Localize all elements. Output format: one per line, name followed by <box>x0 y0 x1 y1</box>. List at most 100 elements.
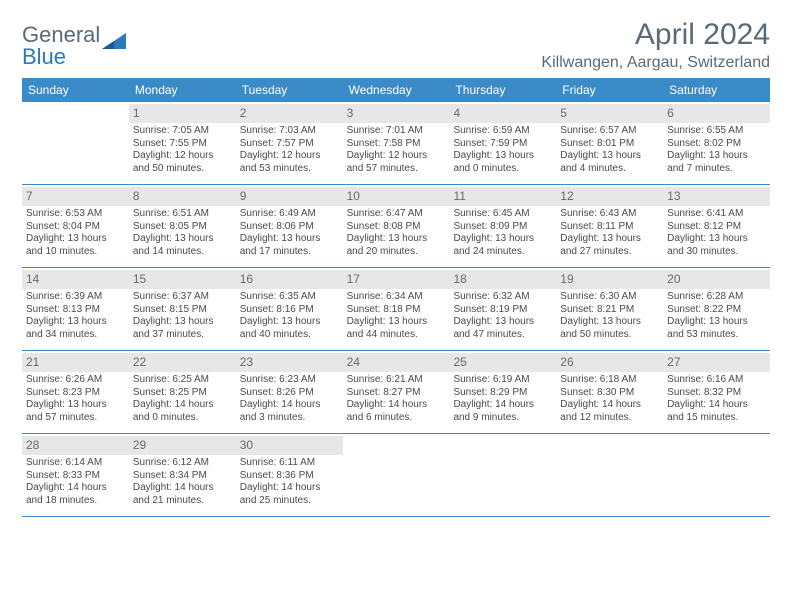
day-daylight1: Daylight: 12 hours <box>347 150 446 163</box>
day-number: 21 <box>22 353 129 372</box>
day-number: 26 <box>556 353 663 372</box>
day-daylight2: and 6 minutes. <box>347 412 446 425</box>
day-daylight1: Daylight: 14 hours <box>26 482 125 495</box>
day-sunrise: Sunrise: 6:11 AM <box>240 457 339 470</box>
day-cell: 11Sunrise: 6:45 AMSunset: 8:09 PMDayligh… <box>449 185 556 267</box>
day-cell: 5Sunrise: 6:57 AMSunset: 8:01 PMDaylight… <box>556 102 663 184</box>
week-row: 14Sunrise: 6:39 AMSunset: 8:13 PMDayligh… <box>22 268 770 351</box>
weekday-label: Monday <box>129 78 236 102</box>
day-daylight1: Daylight: 13 hours <box>667 316 766 329</box>
day-sunrise: Sunrise: 6:57 AM <box>560 125 659 138</box>
weeks-container: 1 Sunrise: 7:05 AMSunset: 7:55 PM Daylight… <box>22 102 770 517</box>
day-number: 30 <box>236 436 343 455</box>
day-daylight2: and 9 minutes. <box>453 412 552 425</box>
day-sunset: Sunset: 8:11 PM <box>560 221 659 234</box>
day-sunrise: Sunrise: 6:53 AM <box>26 208 125 221</box>
day-sunset: Sunset: 8:26 PM <box>240 387 339 400</box>
day-daylight1: Daylight: 14 hours <box>560 399 659 412</box>
day-sunset: Sunset: 8:15 PM <box>133 304 232 317</box>
day-sunset: Sunset: 8:18 PM <box>347 304 446 317</box>
day-sunrise: Sunrise: 6:26 AM <box>26 374 125 387</box>
day-daylight1: Daylight: 13 hours <box>560 316 659 329</box>
day-daylight1: Daylight: 13 hours <box>453 316 552 329</box>
day-daylight2: and 17 minutes. <box>240 246 339 259</box>
weekday-header: Sunday Monday Tuesday Wednesday Thursday… <box>22 78 770 102</box>
day-number: 4 <box>449 104 556 123</box>
day-number: 18 <box>449 270 556 289</box>
day-daylight1: Daylight: 14 hours <box>133 399 232 412</box>
day-daylight2: and 44 minutes. <box>347 329 446 342</box>
day-cell: 17Sunrise: 6:34 AMSunset: 8:18 PMDayligh… <box>343 268 450 350</box>
day-cell: 27Sunrise: 6:16 AMSunset: 8:32 PMDayligh… <box>663 351 770 433</box>
day-cell: 25Sunrise: 6:19 AMSunset: 8:29 PMDayligh… <box>449 351 556 433</box>
day-daylight2: and 25 minutes. <box>240 495 339 508</box>
day-number: 3 <box>343 104 450 123</box>
weekday-label: Friday <box>556 78 663 102</box>
day-sunset: Sunset: 8:29 PM <box>453 387 552 400</box>
day-sunset: Sunset: 8:36 PM <box>240 470 339 483</box>
day-sunset: Sunset: 7:55 PM <box>133 138 232 151</box>
day-number: 9 <box>236 187 343 206</box>
day-sunrise: Sunrise: 7:05 AM <box>133 125 232 138</box>
day-daylight1: Daylight: 13 hours <box>26 316 125 329</box>
day-daylight2: and 7 minutes. <box>667 163 766 176</box>
day-daylight2: and 18 minutes. <box>26 495 125 508</box>
day-cell: 7Sunrise: 6:53 AMSunset: 8:04 PMDaylight… <box>22 185 129 267</box>
day-sunset: Sunset: 8:34 PM <box>133 470 232 483</box>
day-sunrise: Sunrise: 6:16 AM <box>667 374 766 387</box>
day-sunrise: Sunrise: 6:25 AM <box>133 374 232 387</box>
day-daylight2: and 50 minutes. <box>560 329 659 342</box>
day-sunrise: Sunrise: 7:03 AM <box>240 125 339 138</box>
day-cell <box>22 102 129 184</box>
day-sunset: Sunset: 8:08 PM <box>347 221 446 234</box>
day-sunrise: Sunrise: 6:41 AM <box>667 208 766 221</box>
day-number: 10 <box>343 187 450 206</box>
day-daylight1: Daylight: 12 hours <box>240 150 339 163</box>
day-sunset: Sunset: 8:21 PM <box>560 304 659 317</box>
day-number: 12 <box>556 187 663 206</box>
day-number <box>449 436 556 455</box>
day-sunrise: Sunrise: 6:39 AM <box>26 291 125 304</box>
day-cell: 29Sunrise: 6:12 AMSunset: 8:34 PMDayligh… <box>129 434 236 516</box>
day-daylight2: and 34 minutes. <box>26 329 125 342</box>
day-daylight2: and 4 minutes. <box>560 163 659 176</box>
day-sunrise: Sunrise: 6:14 AM <box>26 457 125 470</box>
weekday-label: Saturday <box>663 78 770 102</box>
week-row: 7 Sunrise: 6:53 AMSunset: 8:04 PM Daylight… <box>22 185 770 268</box>
day-daylight1: Daylight: 14 hours <box>667 399 766 412</box>
day-sunset: Sunset: 8:25 PM <box>133 387 232 400</box>
day-sunrise: Sunrise: 6:32 AM <box>453 291 552 304</box>
logo-word2: Blue <box>22 44 66 69</box>
day-number: 1 <box>129 104 236 123</box>
day-daylight2: and 27 minutes. <box>560 246 659 259</box>
day-daylight1: Daylight: 13 hours <box>453 233 552 246</box>
day-number: 29 <box>129 436 236 455</box>
day-cell: 10Sunrise: 6:47 AMSunset: 8:08 PMDayligh… <box>343 185 450 267</box>
day-number: 7 <box>22 187 129 206</box>
day-number: 22 <box>129 353 236 372</box>
day-daylight2: and 3 minutes. <box>240 412 339 425</box>
day-number <box>343 436 450 455</box>
day-sunset: Sunset: 8:04 PM <box>26 221 125 234</box>
weekday-label: Tuesday <box>236 78 343 102</box>
day-cell: 9Sunrise: 6:49 AMSunset: 8:06 PMDaylight… <box>236 185 343 267</box>
day-daylight2: and 30 minutes. <box>667 246 766 259</box>
day-number: 6 <box>663 104 770 123</box>
day-sunset: Sunset: 8:09 PM <box>453 221 552 234</box>
day-cell: 3Sunrise: 7:01 AMSunset: 7:58 PMDaylight… <box>343 102 450 184</box>
day-sunset: Sunset: 8:27 PM <box>347 387 446 400</box>
day-number: 11 <box>449 187 556 206</box>
day-daylight1: Daylight: 14 hours <box>240 399 339 412</box>
day-sunrise: Sunrise: 6:12 AM <box>133 457 232 470</box>
day-sunset: Sunset: 7:57 PM <box>240 138 339 151</box>
day-cell: 18Sunrise: 6:32 AMSunset: 8:19 PMDayligh… <box>449 268 556 350</box>
day-daylight2: and 14 minutes. <box>133 246 232 259</box>
day-sunrise: Sunrise: 6:55 AM <box>667 125 766 138</box>
title-block: April 2024 Killwangen, Aargau, Switzerla… <box>541 18 770 72</box>
day-cell <box>556 434 663 516</box>
day-cell <box>449 434 556 516</box>
day-daylight1: Daylight: 14 hours <box>453 399 552 412</box>
day-cell <box>663 434 770 516</box>
day-sunrise: Sunrise: 6:59 AM <box>453 125 552 138</box>
day-sunset: Sunset: 8:23 PM <box>26 387 125 400</box>
